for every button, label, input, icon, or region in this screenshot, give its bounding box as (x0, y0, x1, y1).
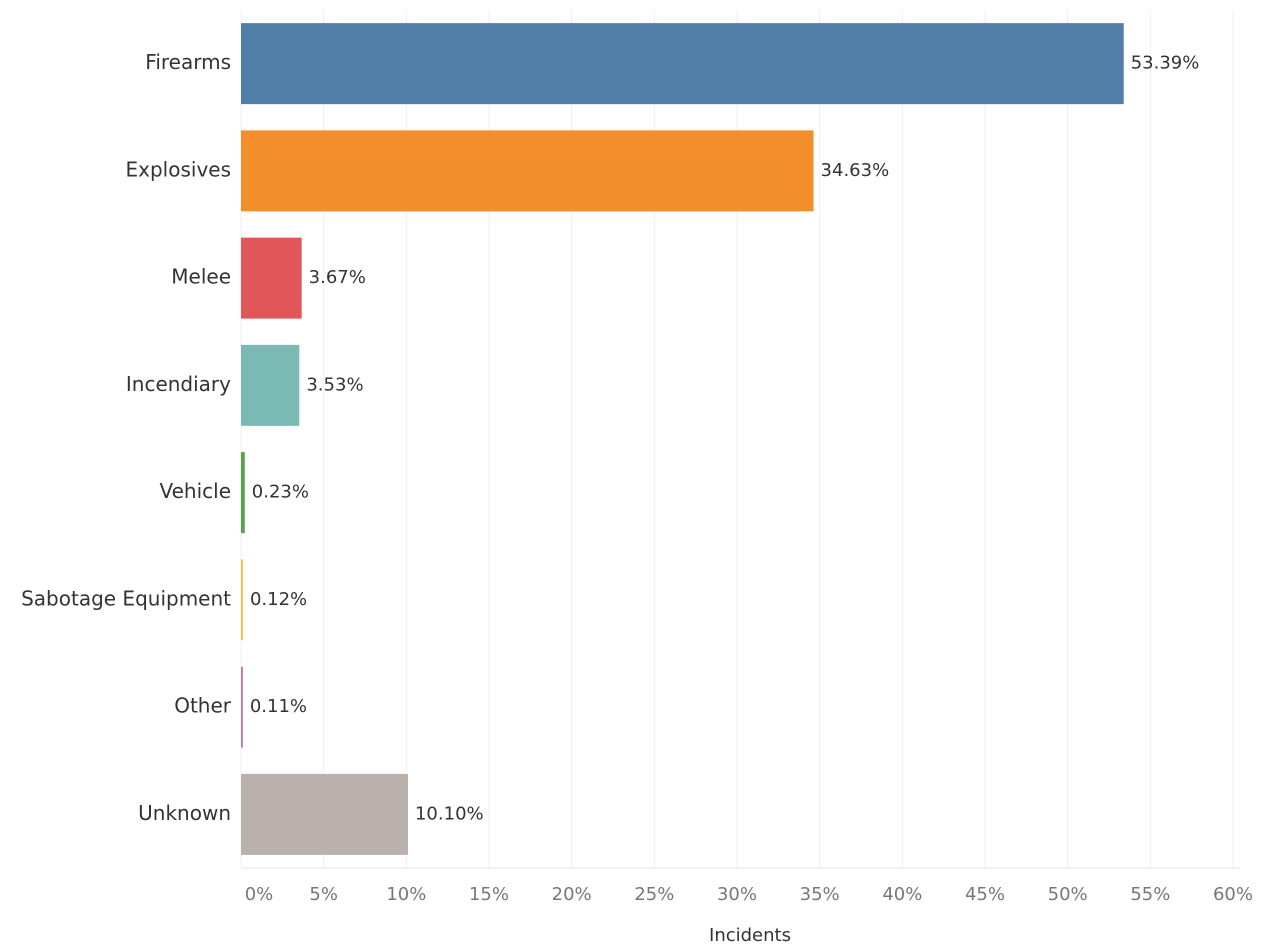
bar (241, 23, 1124, 105)
bar (241, 773, 408, 855)
x-tick-label: 30% (717, 884, 757, 905)
y-tick-label: Firearms (145, 50, 231, 74)
x-tick-label: 40% (882, 884, 922, 905)
value-label: 3.53% (306, 374, 363, 395)
bar (241, 237, 302, 319)
bar (241, 130, 814, 212)
y-tick-label: Explosives (126, 157, 232, 181)
bar (241, 559, 243, 641)
value-label: 0.23% (252, 482, 309, 503)
value-label: 34.63% (821, 160, 890, 181)
x-tick-label: 60% (1213, 884, 1253, 905)
y-tick-label: Sabotage Equipment (21, 586, 231, 610)
x-tick-label: 10% (386, 884, 426, 905)
y-tick-label: Unknown (138, 801, 231, 825)
value-label: 0.11% (250, 696, 307, 717)
bar (241, 344, 300, 426)
x-tick-label: 25% (634, 884, 674, 905)
value-label: 53.39% (1131, 53, 1200, 74)
y-tick-label: Incendiary (126, 372, 231, 396)
x-tick-label: 35% (800, 884, 840, 905)
x-tick-label: 55% (1130, 884, 1170, 905)
x-tick-label: 50% (1048, 884, 1088, 905)
x-tick-label: 0% (245, 884, 274, 905)
value-label: 0.12% (250, 589, 307, 610)
y-tick-label: Other (174, 694, 232, 718)
bar (241, 452, 245, 534)
value-label: 3.67% (309, 267, 366, 288)
x-tick-label: 5% (309, 884, 338, 905)
x-tick-label: 20% (552, 884, 592, 905)
y-tick-label: Melee (171, 265, 231, 289)
x-axis-label: Incidents (709, 925, 791, 946)
bar (241, 666, 243, 748)
x-tick-label: 45% (965, 884, 1005, 905)
x-tick-label: 15% (469, 884, 509, 905)
value-label: 10.10% (415, 803, 484, 824)
y-tick-label: Vehicle (159, 479, 231, 503)
